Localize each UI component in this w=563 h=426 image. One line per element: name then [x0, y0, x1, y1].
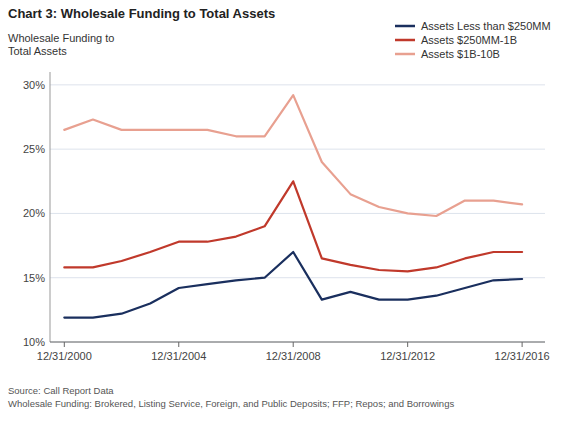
- y-axis-line: [50, 72, 51, 342]
- title: Chart 3: Wholesale Funding to Total Asse…: [8, 6, 275, 21]
- x-tick-label: 12/31/2004: [151, 350, 206, 362]
- plot-area: [64, 95, 522, 317]
- y-tick-label: 20%: [23, 207, 45, 219]
- x-tick-label: 12/31/2000: [37, 350, 92, 362]
- y-tick-label: 30%: [23, 79, 45, 91]
- x-tick-label: 12/31/2008: [266, 350, 321, 362]
- legend-swatch: [395, 39, 415, 42]
- grid-line: [50, 149, 545, 150]
- x-tick: [178, 342, 179, 347]
- y-tick-label: 15%: [23, 272, 45, 284]
- legend-label: Assets $250MM-1B: [421, 34, 517, 46]
- grid-line: [50, 84, 545, 85]
- x-tick: [293, 342, 294, 347]
- source-note: Source: Call Report Data: [8, 385, 114, 396]
- legend-swatch: [395, 25, 415, 28]
- grid-line: [50, 342, 545, 343]
- x-axis-line: [50, 342, 545, 343]
- legend-label: Assets Less than $250MM: [421, 20, 551, 32]
- chart: Chart 3: Wholesale Funding to Total Asse…: [0, 0, 563, 426]
- y-tick-label: 25%: [23, 143, 45, 155]
- y-tick-label: 10%: [23, 336, 45, 348]
- series-line: [64, 95, 522, 216]
- x-tick: [522, 342, 523, 347]
- grid-line: [50, 213, 545, 214]
- source-note: Wholesale Funding: Brokered, Listing Ser…: [8, 398, 454, 409]
- y-axis-label: Total Assets: [8, 45, 67, 57]
- series-line: [64, 181, 522, 271]
- x-tick: [407, 342, 408, 347]
- x-tick-label: 12/31/2012: [380, 350, 435, 362]
- grid-line: [50, 277, 545, 278]
- legend-label: Assets $1B-10B: [421, 48, 500, 60]
- y-axis-label: Wholesale Funding to: [8, 32, 114, 44]
- legend-swatch: [395, 53, 415, 56]
- x-tick-label: 12/31/2016: [495, 350, 550, 362]
- x-tick: [64, 342, 65, 347]
